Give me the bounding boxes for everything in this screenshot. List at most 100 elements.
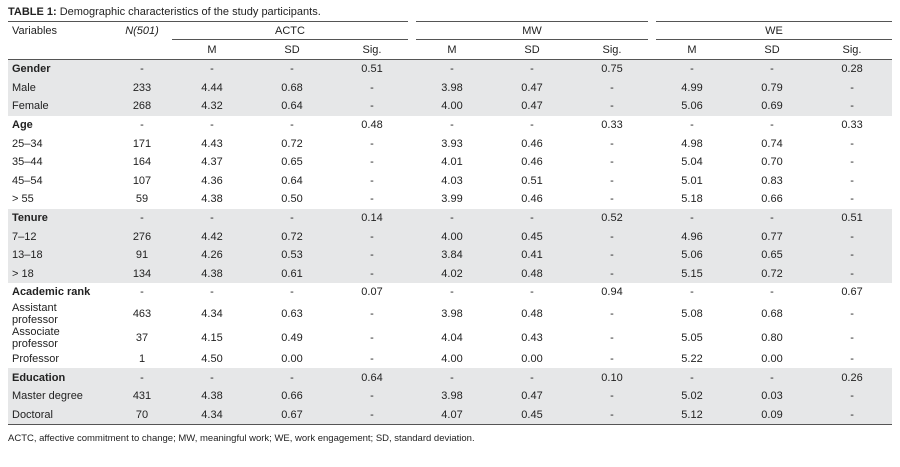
table-cell: - (572, 245, 653, 265)
header-cell (112, 39, 172, 60)
row-label: Age (12, 119, 33, 132)
table-body: Gender - - -0.51- -0.75- -0.28 Male 233 4.44 0.68… (8, 59, 893, 425)
table-cell: - (690, 286, 694, 299)
table-cell: - (172, 208, 252, 228)
table-cell: 3.98 (412, 78, 492, 98)
table-cell: 0.70 (761, 156, 783, 169)
table-cell: 0.09 (732, 405, 813, 425)
footnote: ACTC, affective commitment to change; MW… (8, 433, 475, 445)
table-cell: - (732, 208, 813, 228)
table-cell: 0.69 (732, 97, 813, 116)
table-cell: 3.93 (441, 137, 463, 150)
table-header: Variables N(501) ACTC MW WE M SD Sig. M SD Sig. M SD… (8, 21, 893, 60)
table-cell: 0.64 (252, 97, 332, 116)
row-label: 7–12 (12, 230, 37, 243)
row-label: Academic rank (12, 286, 91, 299)
table-cell: 0.94 (601, 286, 623, 299)
group-header: MW (407, 21, 653, 40)
table-cell: - (172, 59, 252, 79)
header-cell: N(501) (112, 22, 172, 40)
header-cell (8, 39, 112, 60)
table-cell: - (290, 119, 294, 132)
table-cell: 4.37 (201, 156, 223, 169)
table-cell: 70 (112, 405, 172, 425)
table-row: 25–34 171 4.43 0.72 - 3.93 0.46 - 4.98 0.74 - (8, 134, 892, 153)
table-cell: 0.80 (761, 331, 783, 344)
table-cell: - (370, 137, 374, 150)
table-cell: - (370, 193, 374, 206)
table-row: > 55 59 4.38 0.50 - 3.99 0.46 - 5.18 0.66 - (8, 190, 892, 209)
table-title: TABLE 1: Demographic characteristics of t… (8, 4, 892, 21)
table-cell: - (140, 119, 144, 132)
table-cell: 0.68 (252, 78, 332, 98)
table-cell: - (412, 368, 492, 387)
table-cell: 0.51 (332, 59, 412, 79)
row-label-cell: 25–34 (8, 134, 112, 153)
row-label-cell: > 18 (8, 264, 112, 284)
table-cell: - (172, 368, 252, 387)
table-cell: 5.06 (652, 97, 733, 116)
table-cell: - (112, 368, 172, 387)
table-cell: - (812, 97, 893, 116)
table-cell: 59 (135, 193, 149, 206)
table-cell: 431 (112, 386, 172, 406)
table-cell: 4.96 (652, 227, 733, 246)
table-cell: 0.53 (252, 245, 332, 265)
table-cell: - (290, 286, 294, 299)
table-cell: 0.00 (761, 353, 783, 366)
table-row: Tenure - - -0.14- -0.52- -0.51 (8, 208, 893, 228)
table-cell: - (370, 174, 374, 187)
table-row: Doctoral 70 4.34 0.67-4.07 0.45-5.12 0.09- (8, 405, 893, 425)
table-cell: - (812, 227, 893, 246)
table-cell: 134 (112, 264, 172, 284)
table-cell: - (210, 286, 214, 299)
table-cell: 0.41 (492, 245, 572, 265)
title-label: TABLE 1: (8, 6, 57, 18)
table-cell: - (850, 174, 854, 187)
table: Variables N(501) ACTC MW WE M SD Sig. M SD Sig. M SD… (8, 21, 893, 426)
table-cell: 0.72 (732, 264, 813, 284)
table-cell: - (332, 405, 412, 425)
table-cell: 3.98 (412, 386, 492, 406)
subheader: M (412, 39, 492, 60)
table-cell: 0.74 (761, 137, 783, 150)
table-cell: 5.08 (681, 307, 703, 320)
table-cell: - (652, 59, 733, 79)
table-cell: 4.02 (412, 264, 492, 284)
table-cell: - (850, 307, 854, 320)
table-cell: 4.98 (681, 137, 703, 150)
row-label-cell: Doctoral (8, 405, 112, 425)
table-cell: - (332, 227, 412, 246)
table-cell: 0.64 (281, 174, 303, 187)
table-cell: - (610, 331, 614, 344)
table-cell: - (850, 353, 854, 366)
table-cell: 4.50 (201, 353, 223, 366)
table-cell: - (530, 119, 534, 132)
table-cell: 4.00 (412, 227, 492, 246)
table-cell: 0.47 (492, 97, 572, 116)
table-cell: - (610, 193, 614, 206)
row-label: Female (12, 100, 49, 113)
subheader: Sig. (332, 39, 412, 60)
table-cell: - (450, 119, 454, 132)
row-label-cell: Tenure (8, 208, 112, 228)
table-cell: 4.01 (441, 156, 463, 169)
table-cell: - (252, 368, 332, 387)
table-cell: 5.22 (681, 353, 703, 366)
table-cell: - (610, 307, 614, 320)
table-cell: - (332, 97, 412, 116)
table-cell: 3.84 (412, 245, 492, 265)
table-cell: 5.04 (681, 156, 703, 169)
header-cell: Variables (8, 22, 112, 40)
table-cell: 37 (135, 331, 149, 344)
table-cell: - (492, 208, 572, 228)
table-cell: - (112, 208, 172, 228)
table-cell: 0.46 (521, 137, 543, 150)
table-cell: 4.26 (172, 245, 252, 265)
table-cell: - (850, 156, 854, 169)
table-cell: 4.00 (441, 353, 463, 366)
row-label-cell: 7–12 (8, 227, 112, 246)
table-cell: 0.14 (332, 208, 412, 228)
table-cell: 0.64 (332, 368, 412, 387)
table-cell: - (850, 137, 854, 150)
